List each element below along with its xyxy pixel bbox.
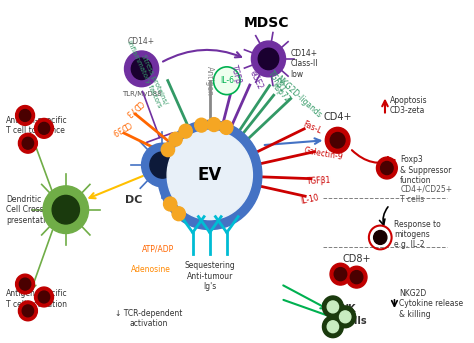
Circle shape (131, 58, 152, 80)
Text: hsp72: hsp72 (270, 81, 292, 104)
Text: Apoptosis
CD3-zeta: Apoptosis CD3-zeta (390, 96, 428, 115)
Circle shape (22, 305, 34, 317)
Text: Foxp3
& Suppressor
function: Foxp3 & Suppressor function (400, 155, 452, 185)
Text: CD14+: CD14+ (128, 37, 155, 46)
Circle shape (16, 106, 35, 126)
Text: Antigen: Antigen (205, 66, 214, 96)
Circle shape (195, 118, 208, 132)
Text: NKG2D
Cytokine release
& killing: NKG2D Cytokine release & killing (399, 289, 463, 319)
Circle shape (346, 266, 367, 288)
Text: TGFβ: TGFβ (228, 64, 242, 85)
Text: DC: DC (125, 195, 143, 205)
Circle shape (381, 162, 393, 175)
Text: CD8+: CD8+ (342, 254, 371, 264)
Circle shape (327, 321, 338, 333)
Circle shape (125, 51, 159, 87)
Text: eGE2: eGE2 (248, 69, 264, 91)
Text: NK
Cells: NK Cells (340, 304, 367, 326)
Circle shape (322, 296, 343, 318)
Text: TGFβ1: TGFβ1 (306, 176, 331, 186)
Text: Galectin-9: Galectin-9 (303, 146, 344, 162)
Circle shape (158, 120, 262, 229)
Circle shape (22, 137, 34, 149)
Text: Adenosine: Adenosine (131, 265, 171, 274)
Circle shape (330, 263, 351, 285)
Text: TGFβ1: TGFβ1 (266, 69, 288, 94)
Circle shape (18, 301, 37, 321)
Text: CD39: CD39 (110, 119, 132, 137)
Circle shape (35, 287, 54, 307)
Text: ↓ TCR-dependent
activation: ↓ TCR-dependent activation (115, 309, 182, 328)
Circle shape (258, 48, 279, 70)
Text: EV: EV (198, 166, 222, 184)
Circle shape (35, 118, 54, 138)
Circle shape (179, 124, 192, 138)
Circle shape (43, 186, 89, 234)
Text: CD14+
Class-II
low: CD14+ Class-II low (290, 49, 318, 79)
Circle shape (19, 109, 31, 121)
Text: Antigen-specific
T cell activation: Antigen-specific T cell activation (6, 289, 68, 309)
Circle shape (142, 143, 183, 187)
Circle shape (374, 230, 387, 245)
Text: CD14⁻
Class-II
high: CD14⁻ Class-II high (188, 140, 216, 170)
Text: TLR/MyD88: TLR/MyD88 (122, 91, 161, 97)
Circle shape (330, 132, 345, 148)
Circle shape (251, 41, 285, 77)
Circle shape (169, 132, 182, 146)
Text: ATP/ADP: ATP/ADP (142, 245, 174, 254)
Circle shape (350, 271, 363, 284)
Circle shape (322, 316, 343, 338)
Circle shape (150, 152, 175, 178)
Text: IL-6: IL-6 (220, 76, 234, 85)
Circle shape (38, 122, 50, 134)
Circle shape (214, 67, 240, 95)
Circle shape (335, 306, 356, 328)
Text: CD4+/CD25+
T cells: CD4+/CD25+ T cells (400, 185, 452, 204)
Circle shape (19, 278, 31, 290)
Text: Response to
mitogens
e.g. IL-2: Response to mitogens e.g. IL-2 (394, 220, 441, 249)
Circle shape (207, 118, 220, 131)
Text: CD4+: CD4+ (323, 113, 352, 122)
Text: Dendritic
Cell Cross-
presentation: Dendritic Cell Cross- presentation (6, 195, 55, 225)
Circle shape (327, 301, 338, 313)
Text: Antigen-specific
T cell tolerance: Antigen-specific T cell tolerance (6, 116, 68, 135)
Text: Fas-L: Fas-L (301, 119, 322, 135)
Circle shape (172, 207, 185, 221)
Text: CD73: CD73 (123, 98, 145, 118)
Text: Stress proteins/
Inflammatory factors: Stress proteins/ Inflammatory factors (126, 37, 168, 109)
Circle shape (18, 133, 37, 153)
Circle shape (16, 274, 35, 294)
Text: Sequestering
Anti-tumour
Ig's: Sequestering Anti-tumour Ig's (184, 261, 235, 291)
Circle shape (325, 127, 350, 153)
Circle shape (376, 157, 397, 179)
Circle shape (38, 291, 50, 303)
Text: NKG2D-ligands: NKG2D-ligands (274, 74, 323, 120)
Circle shape (52, 196, 80, 224)
Circle shape (161, 143, 174, 157)
Circle shape (219, 120, 233, 134)
Circle shape (167, 130, 252, 220)
Text: MDSC: MDSC (244, 16, 289, 30)
Text: IL-10: IL-10 (299, 192, 319, 205)
Circle shape (164, 197, 177, 211)
Circle shape (334, 268, 346, 281)
Circle shape (339, 311, 351, 323)
